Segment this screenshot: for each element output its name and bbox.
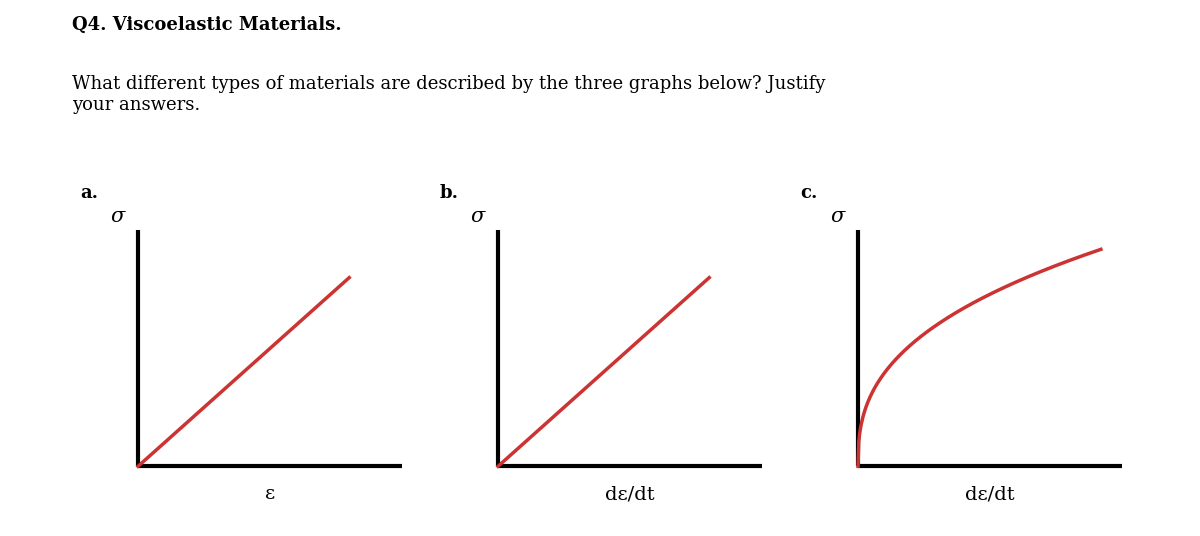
Text: ε: ε — [265, 485, 275, 503]
Text: b.: b. — [440, 184, 458, 202]
Text: What different types of materials are described by the three graphs below? Justi: What different types of materials are de… — [72, 75, 826, 114]
Text: a.: a. — [80, 184, 98, 202]
Text: σ: σ — [110, 207, 125, 226]
Text: σ: σ — [830, 207, 845, 226]
Text: dε/dt: dε/dt — [965, 485, 1015, 503]
Text: c.: c. — [800, 184, 817, 202]
Text: Q4. Viscoelastic Materials.: Q4. Viscoelastic Materials. — [72, 16, 342, 34]
Text: dε/dt: dε/dt — [605, 485, 655, 503]
Text: σ: σ — [470, 207, 485, 226]
